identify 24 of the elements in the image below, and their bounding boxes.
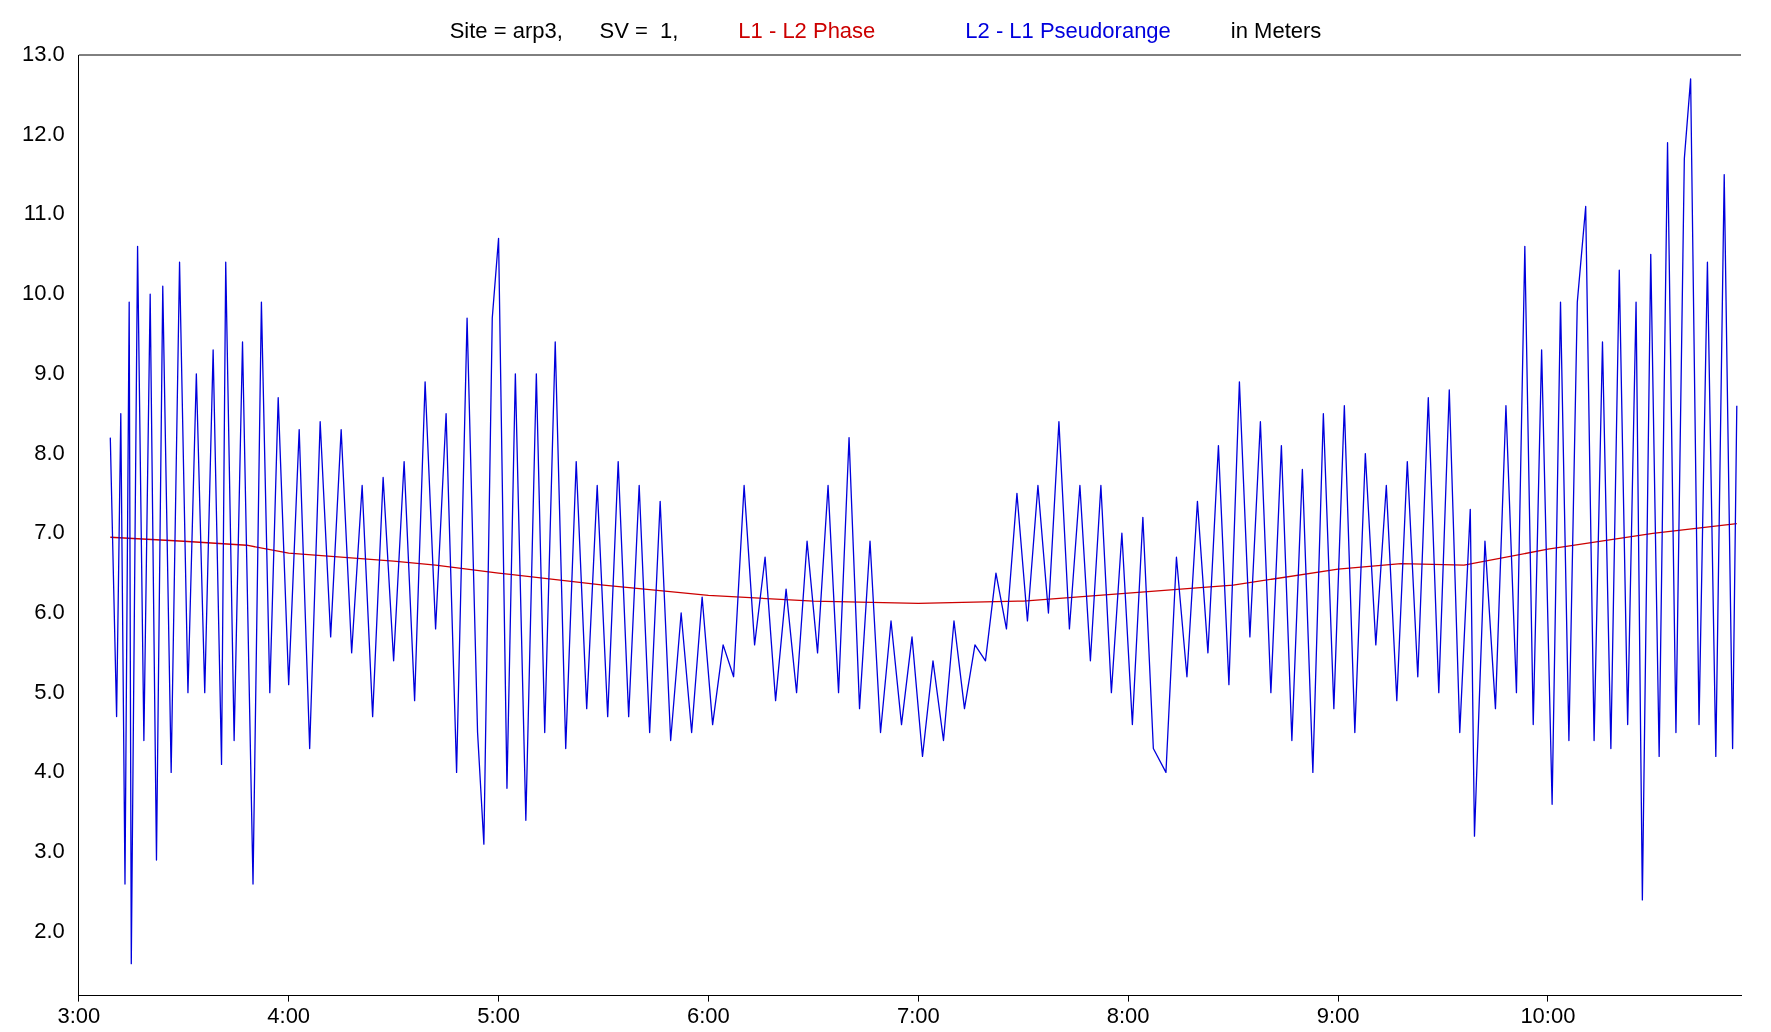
chart-title: Site = arp3, SV = 1, xyxy=(449,18,679,44)
x-tick-label: 6:00 xyxy=(687,1002,730,1028)
y-tick-label: 11.0 xyxy=(23,200,65,226)
y-tick-label: 13.0 xyxy=(21,41,65,67)
y-tick-label: 3.0 xyxy=(34,838,65,864)
x-tick-label: 7:00 xyxy=(896,1002,940,1028)
y-tick-label: 6.0 xyxy=(34,599,65,625)
x-tick-label: 10:00 xyxy=(1520,1002,1576,1028)
y-tick-label: 5.0 xyxy=(34,678,65,704)
y-tick-label: 12.0 xyxy=(21,120,65,146)
x-tick-label: 9:00 xyxy=(1316,1002,1360,1028)
y-tick-label: 8.0 xyxy=(34,439,65,465)
y-tick-label: 9.0 xyxy=(34,359,65,385)
x-tick-label: 3:00 xyxy=(57,1002,101,1028)
y-axis-title: in Meters xyxy=(1230,18,1322,44)
x-tick-label: 8:00 xyxy=(1106,1002,1150,1028)
x-tick-label: 4:00 xyxy=(267,1002,311,1028)
y-tick-label: 10.0 xyxy=(21,280,65,306)
x-tick-label: 5:00 xyxy=(477,1002,520,1028)
y-tick-label: 2.0 xyxy=(34,917,65,943)
text: L1 - L2 Phase xyxy=(738,18,876,44)
y-tick-label: 7.0 xyxy=(34,519,65,545)
text: L2 - L1 Pseudorange xyxy=(965,18,1171,44)
y-tick-label: 4.0 xyxy=(34,758,65,784)
